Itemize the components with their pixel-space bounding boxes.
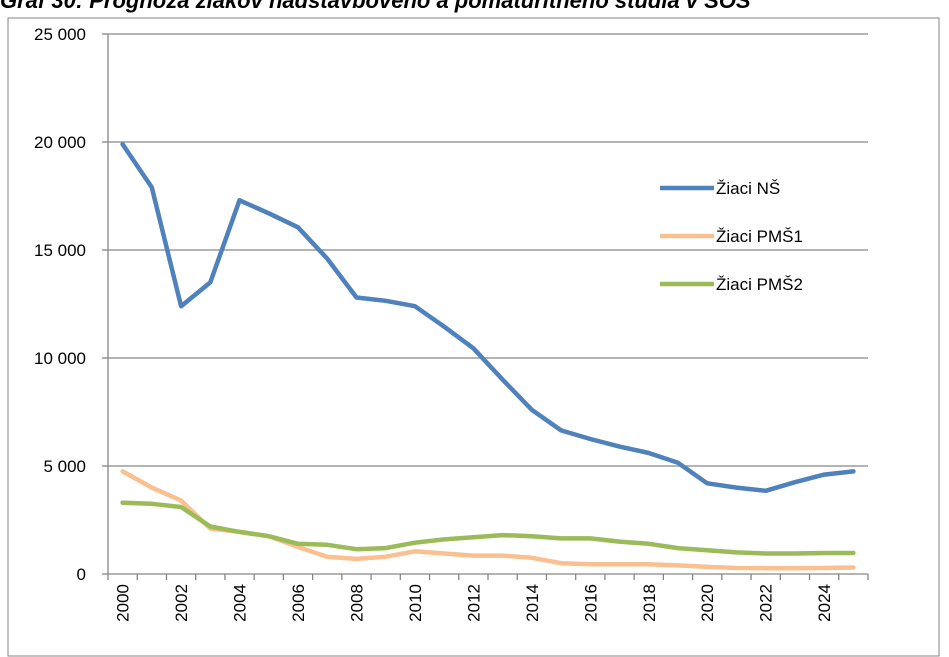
y-tick-label: 20 000 xyxy=(34,133,86,152)
legend-label: Žiaci NŠ xyxy=(716,179,780,198)
x-tick-label: 2022 xyxy=(757,584,776,622)
y-tick-label: 5 000 xyxy=(43,457,86,476)
y-tick-label: 25 000 xyxy=(34,25,86,44)
series-line xyxy=(120,141,856,494)
x-tick-label: 2020 xyxy=(698,584,717,622)
x-tick-label: 2024 xyxy=(815,584,834,622)
y-tick-label: 0 xyxy=(77,565,86,584)
x-tick-label: 2008 xyxy=(347,584,366,622)
y-tick-label: 10 000 xyxy=(34,349,86,368)
x-tick-label: 2018 xyxy=(640,584,659,622)
x-tick-label: 2012 xyxy=(464,584,483,622)
x-tick-label: 2000 xyxy=(114,584,133,622)
x-tick-label: 2016 xyxy=(581,584,600,622)
series-line xyxy=(120,500,856,556)
chart-frame xyxy=(7,17,940,657)
x-tick-label: 2006 xyxy=(289,584,308,622)
chart-title: Graf 30: Prognóza žiakov nadstavbového a… xyxy=(0,0,751,13)
x-tick-label: 2010 xyxy=(406,584,425,622)
legend-label: Žiaci PMŠ1 xyxy=(716,227,803,246)
x-tick-label: 2002 xyxy=(172,584,191,622)
x-tick-label: 2004 xyxy=(231,584,250,622)
legend-label: Žiaci PMŠ2 xyxy=(716,275,803,294)
y-tick-label: 15 000 xyxy=(34,241,86,260)
x-tick-label: 2014 xyxy=(523,584,542,622)
